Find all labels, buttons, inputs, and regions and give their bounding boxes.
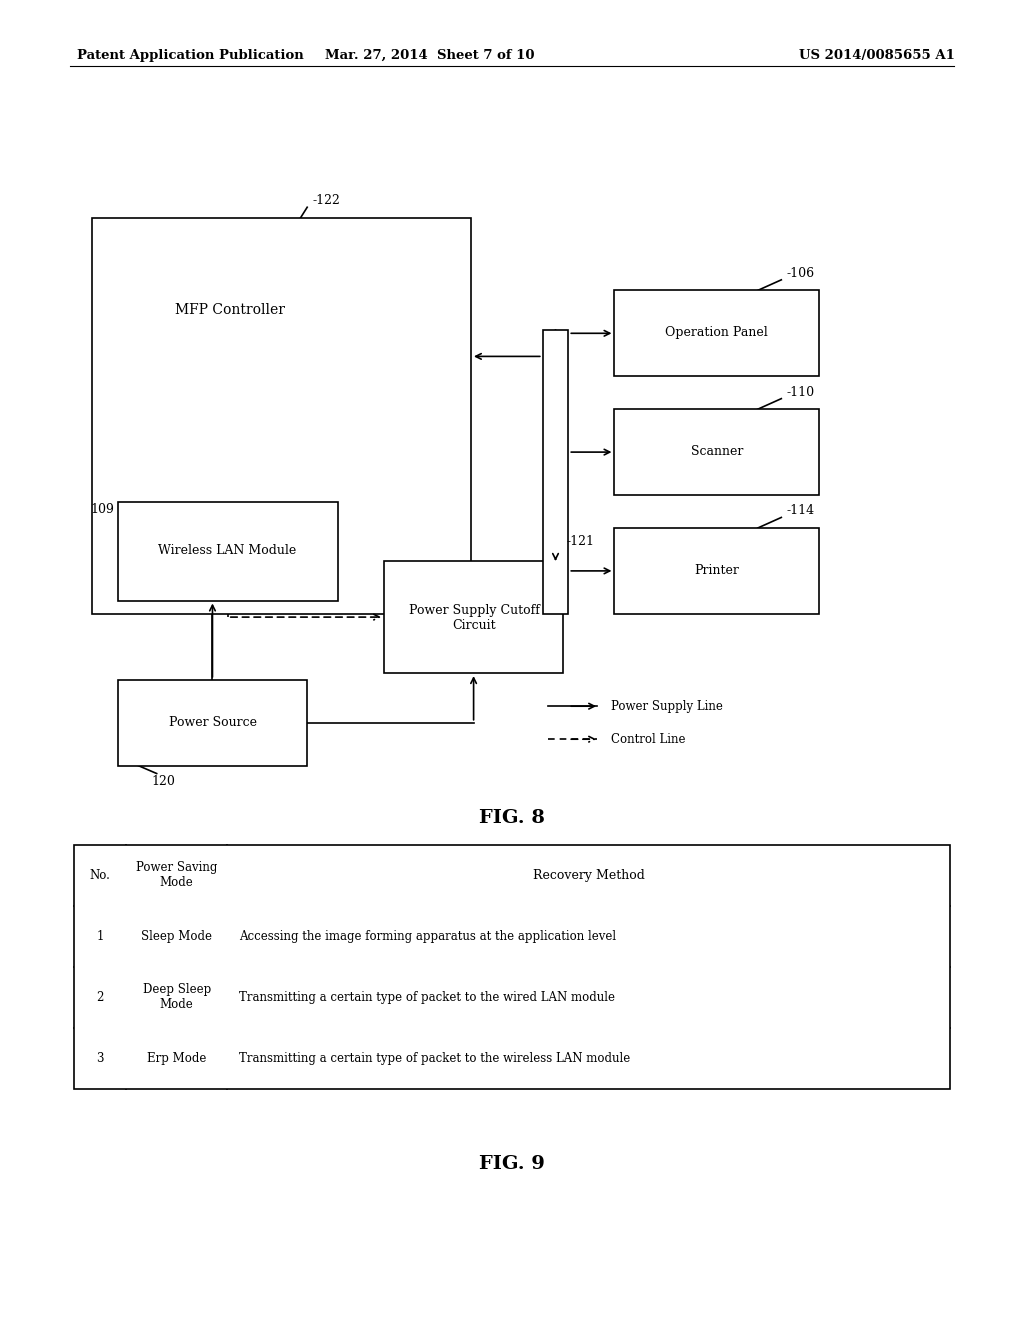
Text: 120: 120 <box>152 775 175 788</box>
Bar <box>118 502 338 601</box>
Text: No.: No. <box>89 869 111 882</box>
Text: Operation Panel: Operation Panel <box>666 326 768 339</box>
Text: -114: -114 <box>786 504 814 517</box>
Bar <box>74 845 950 1089</box>
Bar <box>614 290 819 376</box>
Text: Sleep Mode: Sleep Mode <box>141 929 212 942</box>
Text: Power Source: Power Source <box>169 715 257 729</box>
Bar <box>92 218 471 614</box>
Text: Control Line: Control Line <box>611 733 686 746</box>
Text: Recovery Method: Recovery Method <box>532 869 645 882</box>
Text: Wireless LAN Module: Wireless LAN Module <box>158 544 297 557</box>
Text: US 2014/0085655 A1: US 2014/0085655 A1 <box>799 49 954 62</box>
Text: Power Supply Line: Power Supply Line <box>611 700 723 713</box>
Text: Patent Application Publication: Patent Application Publication <box>77 49 303 62</box>
Text: MFP Controller: MFP Controller <box>175 304 286 317</box>
Bar <box>118 680 307 766</box>
Text: Deep Sleep
Mode: Deep Sleep Mode <box>142 983 211 1011</box>
Bar <box>614 528 819 614</box>
Text: -110: -110 <box>786 385 814 399</box>
Text: -122: -122 <box>312 194 340 207</box>
Text: Power Supply Cutoff
Circuit: Power Supply Cutoff Circuit <box>409 603 540 632</box>
Bar <box>384 561 563 673</box>
Text: Erp Mode: Erp Mode <box>147 1052 207 1065</box>
Text: Printer: Printer <box>694 564 739 577</box>
Text: 2: 2 <box>96 991 103 1005</box>
Bar <box>614 409 819 495</box>
Text: Scanner: Scanner <box>690 445 743 458</box>
Text: 3: 3 <box>96 1052 103 1065</box>
Text: FIG. 8: FIG. 8 <box>479 809 545 828</box>
Text: Accessing the image forming apparatus at the application level: Accessing the image forming apparatus at… <box>240 929 616 942</box>
Text: Transmitting a certain type of packet to the wireless LAN module: Transmitting a certain type of packet to… <box>240 1052 631 1065</box>
Text: Transmitting a certain type of packet to the wired LAN module: Transmitting a certain type of packet to… <box>240 991 615 1005</box>
Text: -106: -106 <box>786 267 814 280</box>
Text: 109: 109 <box>90 503 114 516</box>
Text: Power Saving
Mode: Power Saving Mode <box>136 862 217 890</box>
Text: 1: 1 <box>96 929 103 942</box>
Text: Mar. 27, 2014  Sheet 7 of 10: Mar. 27, 2014 Sheet 7 of 10 <box>326 49 535 62</box>
Text: -121: -121 <box>566 535 594 548</box>
Bar <box>543 330 568 614</box>
Text: FIG. 9: FIG. 9 <box>479 1155 545 1173</box>
